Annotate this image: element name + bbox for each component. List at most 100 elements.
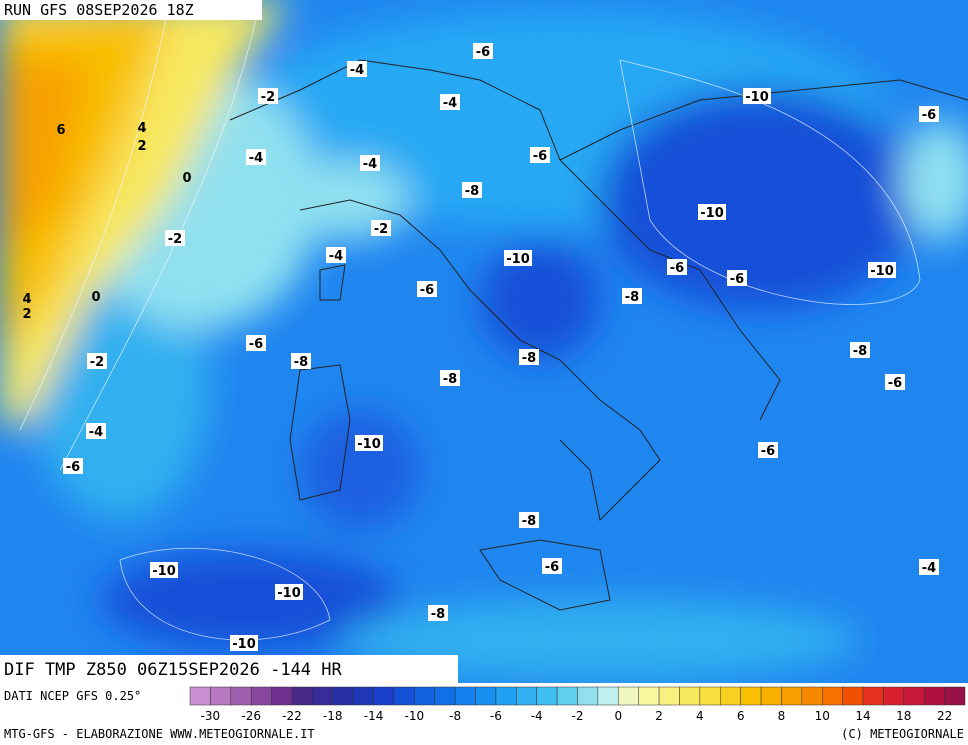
colorbar-swatch	[923, 686, 945, 706]
colorbar-swatch	[862, 686, 884, 706]
contour-label: -4	[350, 63, 364, 78]
contour-label-bg	[758, 442, 778, 458]
contour-label-bg	[440, 94, 460, 110]
contour-label: -8	[294, 355, 308, 370]
contour-label: -2	[90, 355, 104, 370]
colorbar-swatch	[189, 686, 211, 706]
contour-label: 0	[182, 171, 191, 186]
colorbar-label: 10	[815, 709, 830, 723]
colorbar-swatch	[434, 686, 456, 706]
colorbar-swatch	[352, 686, 374, 706]
colorbar-swatch	[332, 686, 354, 706]
colorbar-swatch	[903, 686, 925, 706]
colorbar-swatch	[638, 686, 660, 706]
colorbar-label: 2	[655, 709, 663, 723]
colorbar-swatch	[618, 686, 639, 706]
product-box	[0, 655, 458, 683]
contour-label-bg	[86, 423, 106, 439]
colorbar-label: 4	[696, 709, 704, 723]
contour-label: -6	[545, 560, 559, 575]
colorbar-swatch	[393, 686, 415, 706]
colorbar-label: -10	[405, 709, 425, 723]
contour-label: -2	[168, 232, 182, 247]
colorbar-label: 8	[778, 709, 786, 723]
product-title: DIF TMP Z850 06Z15SEP2026 -144 HR	[4, 660, 343, 680]
contour-label-bg	[150, 562, 178, 578]
colorbar-label: 6	[737, 709, 745, 723]
contour-label: -8	[443, 372, 457, 387]
contour-label-bg	[504, 250, 532, 266]
colorbar-label: 18	[896, 709, 911, 723]
colorbar-label: -22	[282, 709, 302, 723]
contour-label: -6	[730, 272, 744, 287]
colorbar-label: -4	[531, 709, 543, 723]
colorbar-label: -30	[201, 709, 221, 723]
contour-label: -8	[465, 184, 479, 199]
colorbar-swatch	[210, 686, 232, 706]
header-box	[0, 0, 262, 20]
contour-labels: -6-4-2 -4 -10-66 42-4 -4-60-8-10-2-2-4 -10-6-…	[22, 43, 939, 652]
contour-label-bg	[87, 353, 107, 369]
contour-label-bg	[165, 230, 185, 246]
contour-label: -4	[363, 157, 377, 172]
contour-label-bg	[347, 61, 367, 77]
contour-label-bg	[355, 435, 383, 451]
contour-label: -6	[420, 283, 434, 298]
contour-label-bg	[519, 512, 539, 528]
contour-label: -4	[329, 249, 343, 264]
contour-label: -6	[670, 261, 684, 276]
contours	[19, 0, 921, 641]
contour-label-bg	[850, 342, 870, 358]
colorbar-swatch	[414, 686, 435, 706]
contour-label-bg	[698, 204, 726, 220]
run-title: RUN GFS 08SEP2026 18Z	[4, 1, 194, 19]
contour-label-bg	[63, 458, 83, 474]
contour-label-bg	[258, 88, 278, 104]
contour-label: -2	[261, 90, 275, 105]
contour-label: -8	[522, 351, 536, 366]
contour-label: 2	[22, 307, 31, 322]
colorbar-swatch	[760, 686, 782, 706]
colorbar-label: -14	[364, 709, 384, 723]
colorbar-swatch	[720, 686, 741, 706]
contour-label-bg	[462, 182, 482, 198]
colorbar-swatch	[699, 686, 721, 706]
contour-label-bg	[246, 149, 266, 165]
contour-label: -6	[249, 337, 263, 352]
contour-label-bg	[622, 288, 642, 304]
contour-label-bg	[230, 635, 258, 651]
contour-label-bg	[440, 370, 460, 386]
contour-label: -6	[922, 108, 936, 123]
contour-label-bg	[919, 106, 939, 122]
contour-label: -10	[506, 252, 530, 267]
contour-label: -2	[374, 222, 388, 237]
contour-label: -10	[700, 206, 724, 221]
contour-label: -4	[922, 561, 936, 576]
contour-label-bg	[371, 220, 391, 236]
colorbar-swatch	[801, 686, 823, 706]
contour-label: -6	[66, 460, 80, 475]
colorbar-swatch	[944, 686, 966, 706]
contour-label: 4	[137, 121, 146, 136]
credit-left: MTG-GFS - ELABORAZIONE WWW.METEOGIORNALE…	[4, 727, 315, 741]
contour-label-bg	[246, 335, 266, 351]
colorbar-swatch	[291, 686, 313, 706]
contour-label: -8	[625, 290, 639, 305]
colorbar-swatch	[679, 686, 701, 706]
contour-label: -8	[431, 607, 445, 622]
credit-right: (C) METEOGIORNALE	[841, 727, 964, 741]
colorbar-swatch	[740, 686, 762, 706]
contour-label: -8	[522, 514, 536, 529]
colorbar-swatch	[842, 686, 864, 706]
colorbar-swatch	[495, 686, 517, 706]
colorbar-swatch	[373, 686, 395, 706]
colorbar-swatch	[312, 686, 334, 706]
colorbar-swatch	[475, 686, 497, 706]
contour-label: -4	[249, 151, 263, 166]
contour-label: -10	[357, 437, 381, 452]
contour-label-bg	[868, 262, 896, 278]
colorbar-label: 0	[614, 709, 622, 723]
contour-label-bg	[919, 559, 939, 575]
contour-label: 4	[22, 292, 31, 307]
